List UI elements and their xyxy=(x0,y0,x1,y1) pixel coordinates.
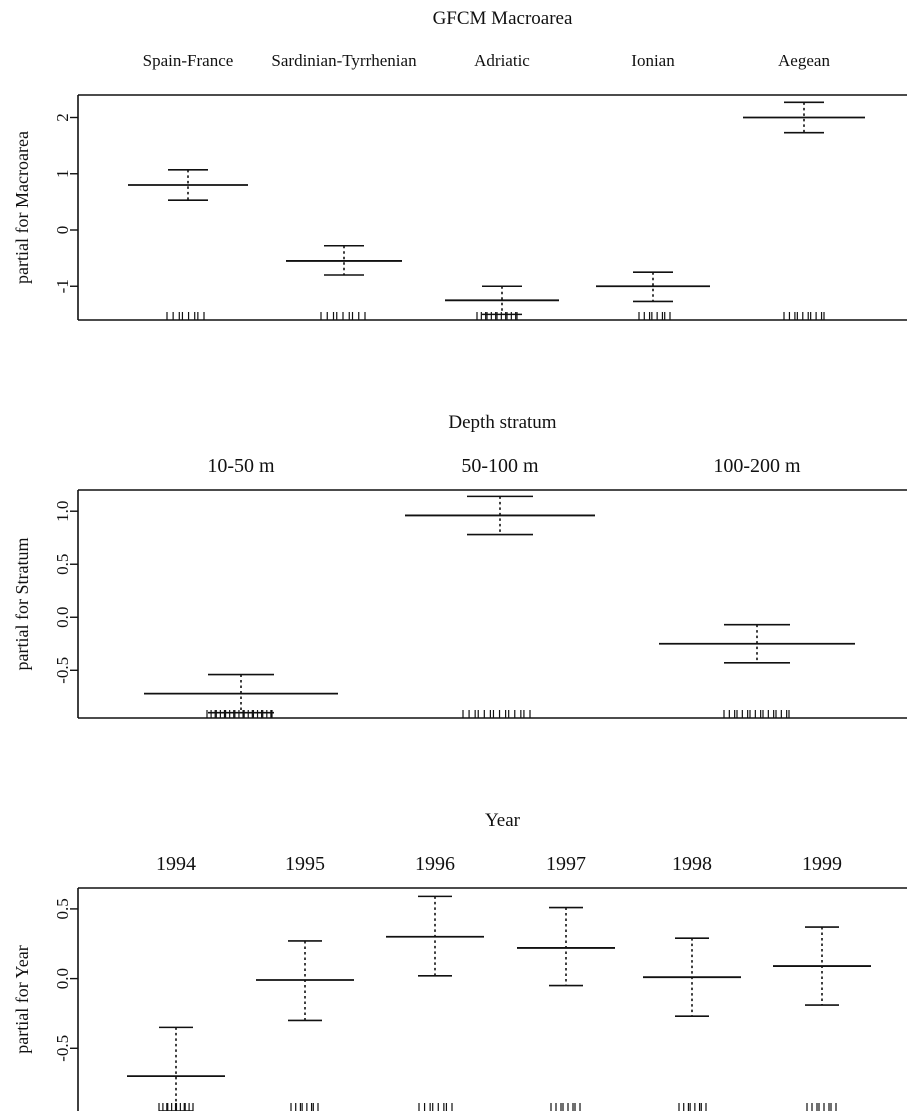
effect-3 xyxy=(445,285,559,316)
y-tick-label: -0.5 xyxy=(53,657,72,684)
panel-1: GFCM Macroarea Spain-France Sardinian-Tyrr… xyxy=(12,8,907,321)
y-axis-label: partial for Year xyxy=(12,945,32,1053)
rug-group-4 xyxy=(638,312,671,320)
effect-3 xyxy=(386,895,484,977)
rug-group-3 xyxy=(723,710,790,718)
y-tick-label: 1.0 xyxy=(53,501,72,522)
effect-2 xyxy=(256,940,354,1022)
y-tick-label: -0.5 xyxy=(53,1035,72,1062)
rug-group-5 xyxy=(678,1103,707,1111)
category-label: 1997 xyxy=(546,853,586,875)
y-tick-label: 1 xyxy=(53,170,72,179)
rug-group-2 xyxy=(462,710,531,718)
category-label: 1995 xyxy=(285,853,325,875)
y-tick-label: 0.0 xyxy=(53,968,72,989)
category-label: 100-200 m xyxy=(713,455,801,477)
panel-3: Year 1994 1995 1996 1997 1998 1999 -0.5 0.0 0.5 pa… xyxy=(12,810,907,1111)
y-tick-label: 0.5 xyxy=(53,554,72,575)
category-label: 1998 xyxy=(672,853,712,875)
panel-title: GFCM Macroarea xyxy=(433,8,573,29)
y-tick-label: 0 xyxy=(53,226,72,235)
category-label: Sardinian-Tyrrhenian xyxy=(271,51,417,70)
rug-group-1 xyxy=(206,710,273,718)
effect-6 xyxy=(773,926,871,1006)
rug-group-1 xyxy=(158,1103,194,1111)
panel-title: Year xyxy=(485,810,521,831)
y-tick-label: 2 xyxy=(53,113,72,122)
effect-2 xyxy=(405,495,595,536)
effect-5 xyxy=(643,937,741,1018)
effect-3 xyxy=(659,623,855,664)
rug-group-3 xyxy=(476,312,518,320)
panel-2: Depth stratum 10-50 m 50-100 m 100-200 m -0.… xyxy=(12,412,907,719)
effect-4 xyxy=(517,906,615,987)
category-label: 1999 xyxy=(802,853,842,875)
y-axis-label: partial for Stratum xyxy=(12,538,32,671)
panel-title: Depth stratum xyxy=(448,412,556,433)
category-label: Adriatic xyxy=(474,51,530,70)
effect-1 xyxy=(128,169,248,201)
category-label: 1996 xyxy=(415,853,455,875)
category-label: Spain-France xyxy=(143,51,234,70)
y-tick-label: 0.0 xyxy=(53,607,72,628)
effect-4 xyxy=(596,271,710,303)
rug-group-6 xyxy=(806,1103,837,1111)
rug-group-3 xyxy=(418,1103,453,1111)
rug-group-1 xyxy=(166,312,205,320)
y-tick-label: -1 xyxy=(53,279,72,293)
y-axis-label: partial for Macroarea xyxy=(12,131,32,284)
category-label: 1994 xyxy=(156,853,196,875)
y-tick-label: 0.5 xyxy=(53,898,72,919)
category-label: Aegean xyxy=(778,51,830,70)
rug-group-5 xyxy=(783,312,825,320)
category-label: 10-50 m xyxy=(207,455,275,477)
category-label: 50-100 m xyxy=(461,455,539,477)
effect-2 xyxy=(286,244,402,276)
effect-5 xyxy=(743,101,865,134)
rug-group-2 xyxy=(320,312,366,320)
rug-group-2 xyxy=(290,1103,319,1111)
rug-group-4 xyxy=(550,1103,581,1111)
effect-1 xyxy=(144,673,338,714)
effect-1 xyxy=(127,1026,225,1111)
category-label: Ionian xyxy=(631,51,675,70)
